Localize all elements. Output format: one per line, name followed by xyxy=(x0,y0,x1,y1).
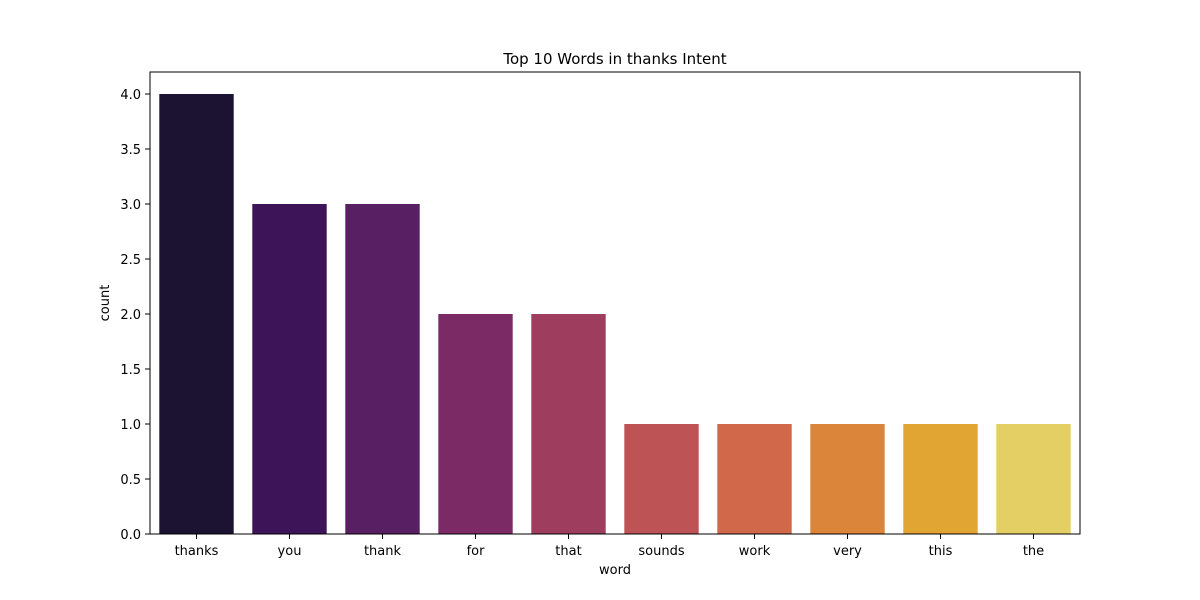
y-tick-label: 3.5 xyxy=(120,143,141,158)
x-tick-label: work xyxy=(739,544,771,559)
plot-frame xyxy=(149,71,1081,535)
x-tick-label: thanks xyxy=(175,544,219,559)
y-axis-label: count xyxy=(98,285,113,322)
y-tick-label: 0.0 xyxy=(120,528,141,543)
bar-work xyxy=(717,424,792,534)
y-axis: 0.0 0.5 1.0 1.5 2.0 2.5 3.0 3.5 4.0 xyxy=(120,88,150,543)
bar-you xyxy=(252,204,327,534)
x-tick-label: for xyxy=(467,544,486,559)
y-tick-label: 1.0 xyxy=(120,418,141,433)
bar-the xyxy=(996,424,1071,534)
y-tick-label: 2.0 xyxy=(120,308,141,323)
bar-this xyxy=(903,424,978,534)
x-tick-label: very xyxy=(833,544,862,559)
bar-very xyxy=(810,424,885,534)
y-tick-label: 2.5 xyxy=(120,253,141,268)
bar-that xyxy=(531,314,606,534)
bar-thank xyxy=(345,204,420,534)
bars-group xyxy=(159,94,1071,534)
x-tick-label: this xyxy=(929,544,953,559)
x-axis: thanks you thank for that sounds work very this t… xyxy=(175,534,1044,559)
x-tick-label: thank xyxy=(364,544,402,559)
bar-for xyxy=(438,314,513,534)
chart-title: Top 10 Words in thanks Intent xyxy=(502,50,726,68)
x-axis-label: word xyxy=(599,563,631,578)
y-tick-label: 0.5 xyxy=(120,473,141,488)
x-tick-label: the xyxy=(1023,544,1044,559)
y-tick-label: 1.5 xyxy=(120,363,141,378)
bar-thanks xyxy=(159,94,234,534)
x-tick-label: that xyxy=(555,544,581,559)
bar-sounds xyxy=(624,424,699,534)
x-tick-label: sounds xyxy=(638,544,684,559)
y-tick-label: 3.0 xyxy=(120,198,141,213)
x-tick-label: you xyxy=(278,544,302,559)
y-tick-label: 4.0 xyxy=(120,88,141,103)
